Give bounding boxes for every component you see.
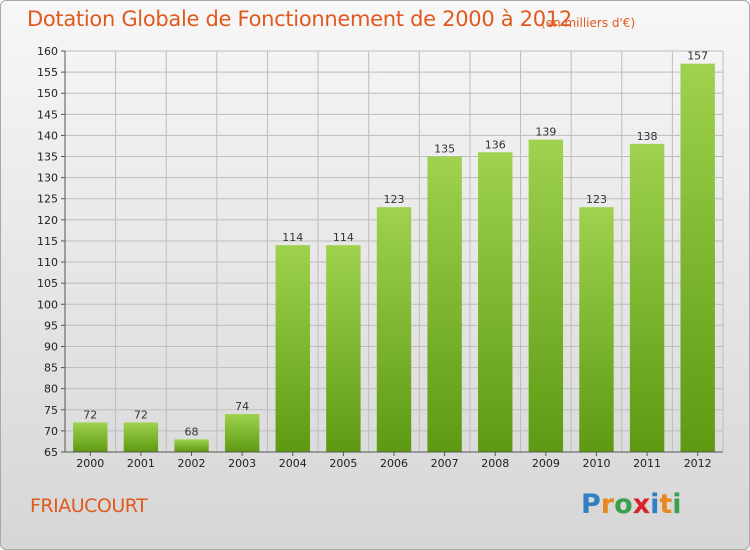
bar-2001: [123, 422, 159, 452]
x-tick-label: 2003: [228, 457, 256, 470]
bar-2003: [224, 414, 260, 452]
bar-2010: [579, 207, 614, 452]
data-label: 72: [134, 408, 148, 421]
y-tick-label: 140: [37, 129, 58, 142]
y-tick-label: 75: [44, 404, 58, 417]
chart-title: Dotation Globale de Fonctionnement de 20…: [27, 7, 572, 31]
data-label: 139: [535, 126, 556, 139]
y-tick-label: 110: [37, 256, 58, 269]
data-label: 74: [235, 400, 249, 413]
x-tick-label: 2002: [178, 457, 206, 470]
y-tick-label: 135: [37, 151, 58, 164]
y-tick-label: 100: [37, 298, 58, 311]
logo-letter: P: [581, 489, 601, 520]
bar-2008: [478, 152, 513, 452]
y-tick-label: 155: [37, 66, 58, 79]
data-label: 123: [384, 193, 405, 206]
y-tick-label: 115: [37, 235, 58, 248]
x-tick-label: 2006: [380, 457, 408, 470]
data-label: 135: [434, 143, 455, 156]
data-label: 72: [83, 408, 97, 421]
logo-letter: t: [659, 489, 673, 520]
bar-2000: [73, 422, 108, 452]
data-label: 157: [687, 50, 708, 63]
data-label: 138: [637, 130, 658, 143]
data-label: 114: [333, 231, 354, 244]
y-tick-label: 130: [37, 172, 58, 185]
chart-unit: (en milliers d'€): [541, 16, 636, 30]
bar-2005: [326, 245, 361, 452]
x-tick-label: 2001: [127, 457, 155, 470]
y-tick-label: 70: [44, 425, 58, 438]
y-tick-label: 95: [44, 319, 58, 332]
logo-letter: i: [672, 489, 682, 520]
y-tick-label: 90: [44, 340, 58, 353]
bar-layer: 72 72 68 74 114 114 123 135 136 139 123 138 157: [73, 50, 715, 453]
bar-2002: [174, 439, 209, 452]
x-tick-label: 2005: [329, 457, 357, 470]
x-tick-label: 2012: [684, 457, 712, 470]
x-tick-label: 2004: [279, 457, 307, 470]
commune-name: FRIAUCOURT: [30, 495, 148, 517]
y-tick-label: 65: [44, 446, 58, 459]
bar-2004: [275, 245, 310, 452]
data-label: 68: [185, 425, 199, 438]
data-label: 114: [282, 231, 303, 244]
y-tick-label: 80: [44, 383, 58, 396]
x-tick-label: 2009: [532, 457, 560, 470]
x-tick-label: 2010: [582, 457, 610, 470]
logo-letter: r: [600, 489, 615, 520]
x-tick-label: 2000: [76, 457, 104, 470]
bar-2006: [376, 207, 412, 452]
data-label: 136: [485, 138, 506, 151]
bar-2009: [528, 139, 564, 453]
logo-letter: o: [614, 489, 633, 520]
y-tick-label: 85: [44, 362, 58, 375]
y-tick-label: 120: [37, 214, 58, 227]
proxiti-logo: Proxiti: [581, 489, 682, 520]
y-tick-label: 145: [37, 108, 58, 121]
data-label: 123: [586, 193, 607, 206]
bar-2011: [629, 143, 665, 452]
y-tick-label: 160: [37, 45, 58, 58]
x-tick-label: 2011: [633, 457, 661, 470]
y-tick-label: 125: [37, 193, 58, 206]
logo-letter: i: [650, 489, 660, 520]
x-tick-label: 2008: [481, 457, 509, 470]
axis-layer: 65 70 75 80 85 90 95 100 105 110 115 120 125 130 135 14…: [37, 45, 723, 470]
bar-2012: [680, 63, 715, 453]
logo-letter: x: [632, 489, 651, 520]
y-tick-label: 150: [37, 87, 58, 100]
y-tick-label: 105: [37, 277, 58, 290]
bar-2007: [427, 156, 462, 453]
x-tick-label: 2007: [431, 457, 459, 470]
